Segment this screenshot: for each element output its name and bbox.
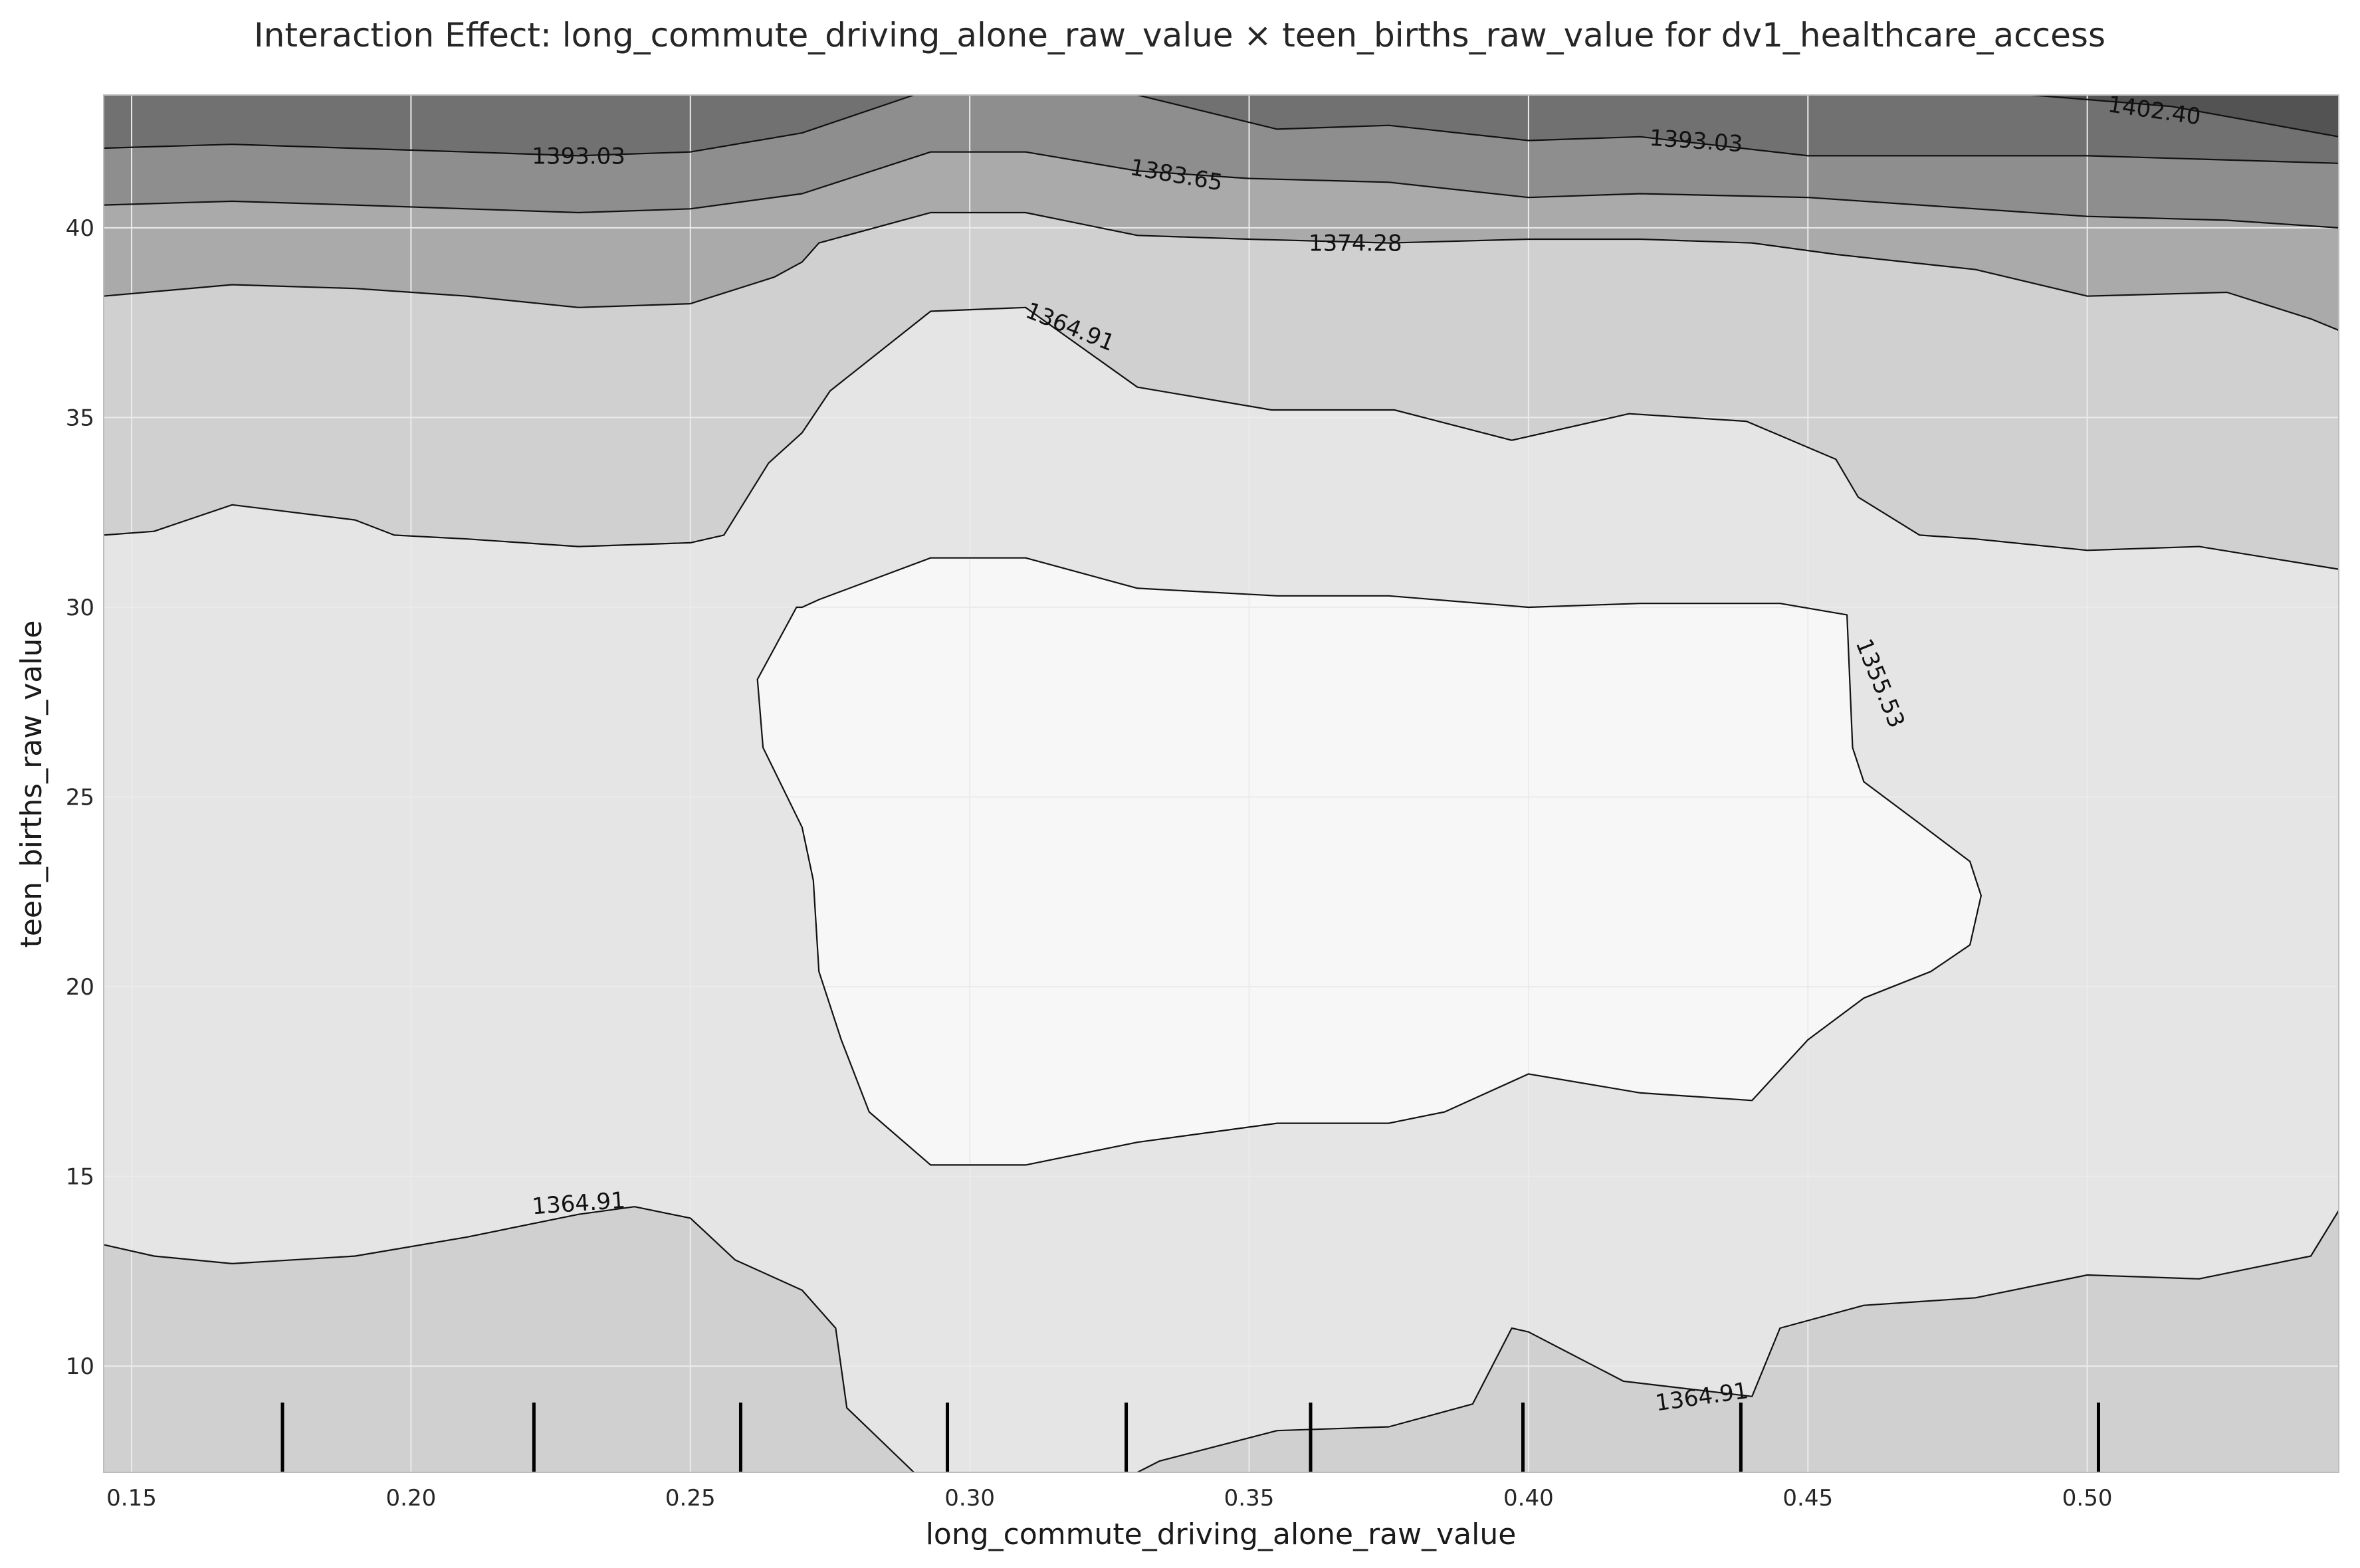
contour-label: 1364.91 — [531, 1187, 626, 1221]
contour-line-1355-53 — [756, 557, 1982, 1166]
contour-lines — [104, 95, 2339, 1472]
y-axis-ticks: 10 15 20 25 30 35 40 — [66, 215, 94, 1380]
x-axis-ticks: 0.15 0.20 0.25 0.30 0.35 0.40 0.45 0.50 — [106, 1485, 2112, 1512]
contour-line-1364-91-bottom — [104, 1206, 914, 1472]
x-tick-label: 0.35 — [1224, 1485, 1275, 1512]
grid-lines — [104, 95, 2339, 1472]
contour-label-group: 1364.91 — [531, 1187, 626, 1221]
band-level-2-bottom — [104, 1207, 2339, 1472]
band-level-2-top — [104, 213, 2339, 569]
x-tick-label: 0.15 — [106, 1485, 157, 1512]
contour-line-1364-91-top — [104, 306, 2339, 570]
y-tick-label: 40 — [66, 215, 94, 242]
x-tick-label: 0.45 — [1782, 1485, 1833, 1512]
x-tick-label: 0.20 — [386, 1485, 437, 1512]
x-tick-label: 0.50 — [2062, 1485, 2113, 1512]
y-tick-label: 30 — [66, 595, 94, 621]
contour-bands — [104, 95, 2339, 1472]
y-axis-label: teen_births_raw_value — [15, 621, 49, 948]
contour-label-group: 1393.03 — [1649, 125, 1744, 158]
plot-frame — [103, 94, 2339, 1473]
x-tick-label: 0.30 — [944, 1485, 995, 1512]
contour-line-1393-03-right — [1137, 95, 2339, 164]
y-tick-label: 35 — [66, 405, 94, 431]
band-level-0 — [757, 557, 1981, 1165]
y-tick-label: 25 — [66, 784, 94, 811]
y-tick-label: 20 — [66, 974, 94, 1001]
x-axis-label: long_commute_driving_alone_raw_value — [926, 1518, 1517, 1551]
band-level-5 — [104, 95, 2339, 163]
contour-label-group: 1393.03 — [532, 143, 625, 169]
contour-label-group: 1374.28 — [1309, 231, 1402, 257]
contour-line-1393-03 — [104, 95, 914, 157]
y-tick-label: 15 — [66, 1164, 94, 1191]
contour-line-1364-91-bottom-right — [1136, 1210, 2339, 1472]
chart-title: Interaction Effect: long_commute_driving… — [254, 16, 2105, 54]
contour-label: 1393.03 — [532, 143, 625, 169]
contour-label: 1393.03 — [1649, 125, 1744, 158]
contour-line-1374-28 — [104, 211, 2339, 332]
contour-line-1402-40 — [2031, 95, 2339, 138]
contour-label: 1374.28 — [1309, 231, 1402, 257]
rug-marks — [280, 1403, 2100, 1472]
y-tick-label: 10 — [66, 1353, 94, 1380]
contour-line-1383-65 — [104, 151, 2339, 229]
band-level-6 — [2031, 95, 2339, 137]
contour-labels: 1393.03 1383.651374.281393.031402.401364.… — [531, 91, 2202, 1417]
x-tick-label: 0.40 — [1503, 1485, 1554, 1512]
plot-area: 1393.03 1383.651374.281393.031402.401364.… — [103, 91, 2339, 1473]
x-tick-label: 0.25 — [665, 1485, 716, 1512]
